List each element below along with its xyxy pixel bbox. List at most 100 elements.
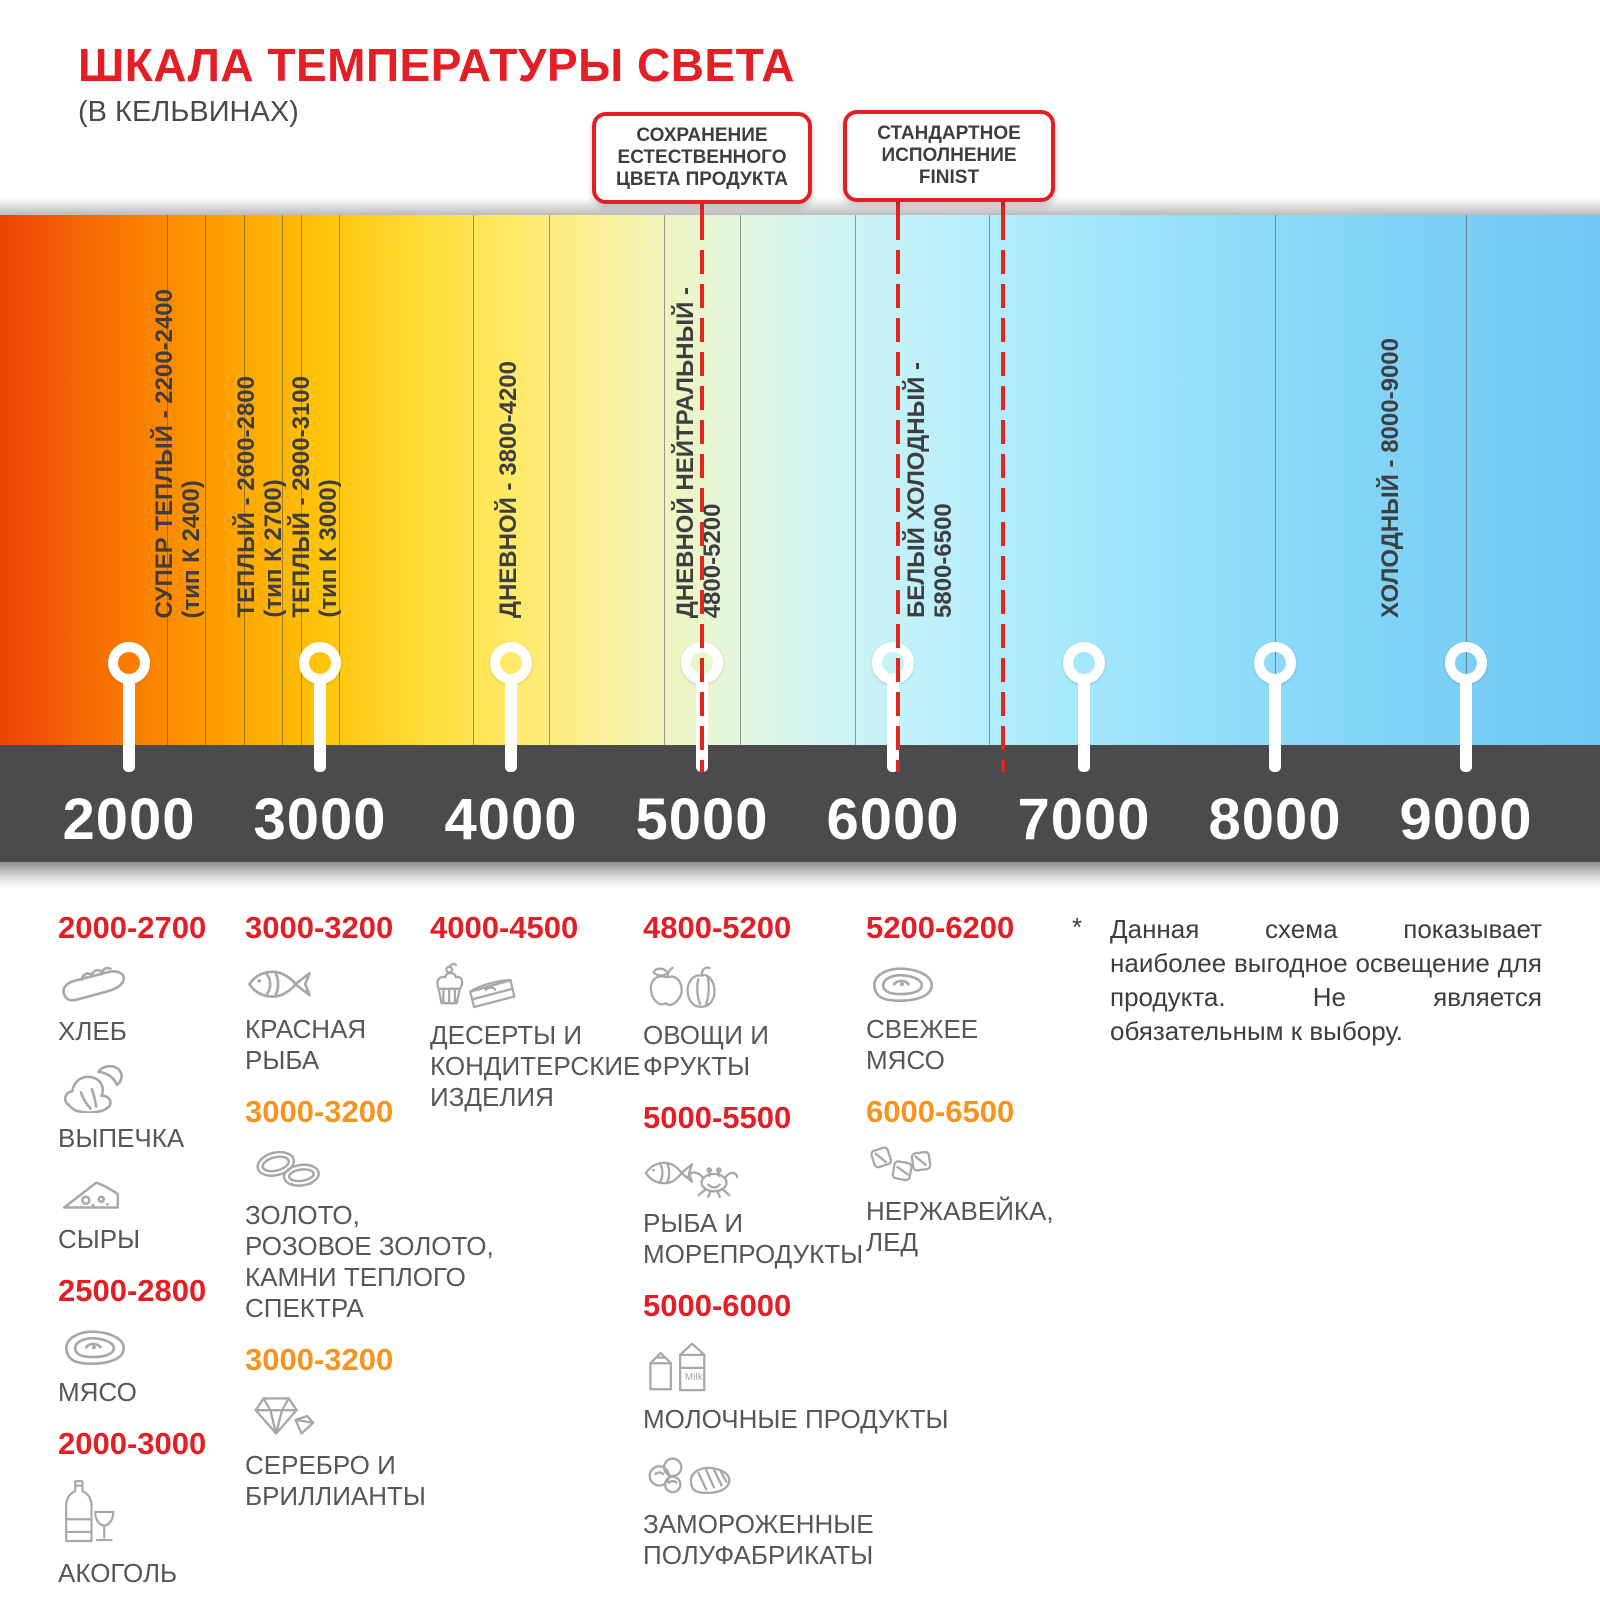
legend-product: АКОГОЛЬ	[58, 1476, 248, 1589]
scale-marker-stem	[1269, 682, 1281, 772]
axis-tick-label: 2000	[62, 787, 196, 852]
product-label: СЫРЫ	[58, 1224, 141, 1254]
legend-column: 3000-3200 КРАСНАЯ РЫБА 3000-3200 ЗОЛОТО, РО…	[245, 910, 495, 1530]
scale-marker-icon	[872, 642, 914, 684]
axis-tick-label: 7000	[1017, 787, 1151, 852]
temperature-range-header: 2000-3000	[58, 1426, 207, 1461]
dashed-indicator-line	[896, 216, 900, 772]
legend-product: ХЛЕБ	[58, 960, 248, 1047]
legend-product: СЫРЫ	[58, 1168, 248, 1255]
legend-product: СВЕЖЕЕ МЯСО	[866, 960, 1086, 1076]
temperature-range-header: 3000-3200	[245, 1094, 394, 1129]
product-label: ВЫПЕЧКА	[58, 1123, 185, 1153]
legend-product: НЕРЖАВЕЙКА, ЛЕД	[866, 1144, 1086, 1258]
scale-marker-stem	[505, 682, 517, 772]
vegetables-icon	[643, 960, 953, 1015]
band-label: ТЕПЛЫЙ - 2600-2800 (тип К 2700)	[233, 376, 287, 618]
meat-icon	[58, 1323, 248, 1372]
gradient-top-shadow	[0, 198, 1600, 215]
callout-connector-line	[700, 194, 704, 218]
axis-tick-label: 3000	[253, 787, 387, 852]
temperature-range-header: 5200-6200	[866, 910, 1015, 945]
footnote-text: Данная схема показывает наиболее выгодно…	[1110, 914, 1542, 1046]
legend-product: Milk МОЛОЧНЫЕ ПРОДУКТЫ	[643, 1338, 953, 1435]
callout-natural-color: СОХРАНЕНИЕ ЕСТЕСТВЕННОГО ЦВЕТА ПРОДУКТА	[592, 112, 812, 204]
product-label: ХЛЕБ	[58, 1016, 127, 1046]
alcohol-icon	[58, 1476, 248, 1553]
product-label: РЫБА И МОРЕПРОДУКТЫ	[643, 1208, 864, 1269]
legend-column: 4000-4500 ДЕСЕРТЫ И КОНДИТЕРСКИЕ ИЗДЕЛИЯ	[430, 910, 650, 1131]
legend-group: 5000-5500 РЫБА И МОРЕПРОДУКТЫ	[643, 1100, 953, 1270]
ice-icon	[866, 1144, 1086, 1191]
temperature-range-header: 2500-2800	[58, 1273, 207, 1308]
dairy-icon: Milk	[643, 1338, 953, 1399]
scale-marker-stem	[1460, 682, 1472, 772]
callout-finist-standard: СТАНДАРТНОЕ ИСПОЛНЕНИЕ FINIST	[843, 110, 1055, 202]
product-label: ОВОЩИ И ФРУКТЫ	[643, 1020, 769, 1081]
callout-connector-line	[1000, 194, 1005, 218]
band-gridline	[205, 215, 207, 745]
band-gridline	[988, 215, 990, 745]
band-label: ХОЛОДНЫЙ - 8000-9000	[1377, 338, 1404, 618]
scale-marker-icon	[1254, 642, 1296, 684]
band-label-line: ДНЕВНОЙ - 3800-4200	[494, 360, 522, 618]
rings-icon	[245, 1144, 495, 1195]
band-label: ТЕПЛЫЙ - 2900-3100 (тип К 3000)	[288, 376, 342, 618]
legend-group: 2000-2700 ХЛЕБ ВЫПЕЧКА СЫРЫ	[58, 910, 248, 1255]
dashed-indicator-line	[700, 216, 704, 772]
legend-group: 6000-6500 НЕРЖАВЕЙКА, ЛЕД	[866, 1094, 1086, 1258]
temperature-range-header: 5000-6000	[643, 1288, 792, 1323]
product-label: ЗАМОРОЖЕННЫЕ ПОЛУФАБРИКАТЫ	[643, 1509, 874, 1570]
scale-marker-icon	[299, 642, 341, 684]
band-gridline	[854, 215, 856, 745]
legend-group: 4800-5200 ОВОЩИ И ФРУКТЫ	[643, 910, 953, 1082]
band-gridline	[663, 215, 665, 745]
temperature-range-header: 3000-3200	[245, 910, 394, 945]
band-gridline	[300, 215, 302, 745]
band-label-line: 5800-6500	[929, 503, 957, 618]
legend-column: 5200-6200 СВЕЖЕЕ МЯСО 6000-6500 НЕРЖАВЕЙКА,…	[866, 910, 1086, 1276]
legend-product: ЗАМОРОЖЕННЫЕ ПОЛУФАБРИКАТЫ	[643, 1449, 953, 1571]
axis-tick-label: 9000	[1399, 787, 1533, 852]
band-gridline	[243, 215, 245, 745]
temperature-range-header: 6000-6500	[866, 1094, 1015, 1129]
band-label-line: ДНЕВНОЙ НЕЙТРАЛЬНЫЙ -	[672, 286, 699, 618]
band-label-line: ТЕПЛЫЙ - 2600-2800	[232, 376, 260, 618]
axis-tick-label: 8000	[1208, 787, 1342, 852]
band-label: СУПЕР ТЕПЛЫЙ - 2200-2400 (тип К 2400)	[151, 289, 205, 618]
legend-group: 3000-3200 КРАСНАЯ РЫБА	[245, 910, 495, 1076]
legend-group: 2500-2800 МЯСО	[58, 1273, 248, 1408]
legend-product: ДЕСЕРТЫ И КОНДИТЕРСКИЕ ИЗДЕЛИЯ	[430, 960, 650, 1113]
band-label-line: ХОЛОДНЫЙ - 8000-9000	[1377, 338, 1404, 618]
band-label-line: (тип К 2700)	[259, 479, 287, 618]
scale-marker-icon	[108, 642, 150, 684]
product-label: МОЛОЧНЫЕ ПРОДУКТЫ	[643, 1404, 949, 1434]
seafood-icon	[643, 1150, 953, 1203]
band-label: БЕЛЫЙ ХОЛОДНЫЙ -5800-6500	[903, 362, 957, 618]
band-gridline	[549, 215, 551, 745]
product-label: ДЕСЕРТЫ И КОНДИТЕРСКИЕ ИЗДЕЛИЯ	[430, 1020, 641, 1112]
product-label: СЕРЕБРО И БРИЛЛИАНТЫ	[245, 1450, 426, 1511]
scale-marker-stem	[314, 682, 326, 772]
band-label-line: БЕЛЫЙ ХОЛОДНЫЙ -	[902, 362, 930, 618]
legend-group: 5200-6200 СВЕЖЕЕ МЯСО	[866, 910, 1086, 1076]
band-label-line: (тип К 2400)	[178, 479, 206, 618]
footnote-asterisk: *	[1072, 912, 1083, 942]
axis-tick-label: 6000	[826, 787, 960, 852]
product-label: СВЕЖЕЕ МЯСО	[866, 1014, 979, 1075]
band-gridline	[281, 215, 283, 745]
page-subtitle: (В КЕЛЬВИНАХ)	[78, 96, 299, 128]
legend-group: 4000-4500 ДЕСЕРТЫ И КОНДИТЕРСКИЕ ИЗДЕЛИЯ	[430, 910, 650, 1113]
temperature-gradient	[0, 215, 1600, 745]
scale-marker-stem	[123, 682, 135, 772]
product-label: НЕРЖАВЕЙКА, ЛЕД	[866, 1196, 1054, 1257]
product-label: АКОГОЛЬ	[58, 1558, 178, 1588]
temperature-range-header: 4000-4500	[430, 910, 579, 945]
band-label: ДНЕВНОЙ НЕЙТРАЛЬНЫЙ -4800-5200	[672, 287, 726, 618]
band-gridline	[472, 215, 474, 745]
scale-marker-icon	[1445, 642, 1487, 684]
temperature-range-header: 4800-5200	[643, 910, 792, 945]
band-label-line: ТЕПЛЫЙ - 2900-3100	[288, 376, 315, 618]
scale-marker-stem	[1078, 682, 1090, 772]
dashed-indicator-line	[1000, 216, 1005, 772]
